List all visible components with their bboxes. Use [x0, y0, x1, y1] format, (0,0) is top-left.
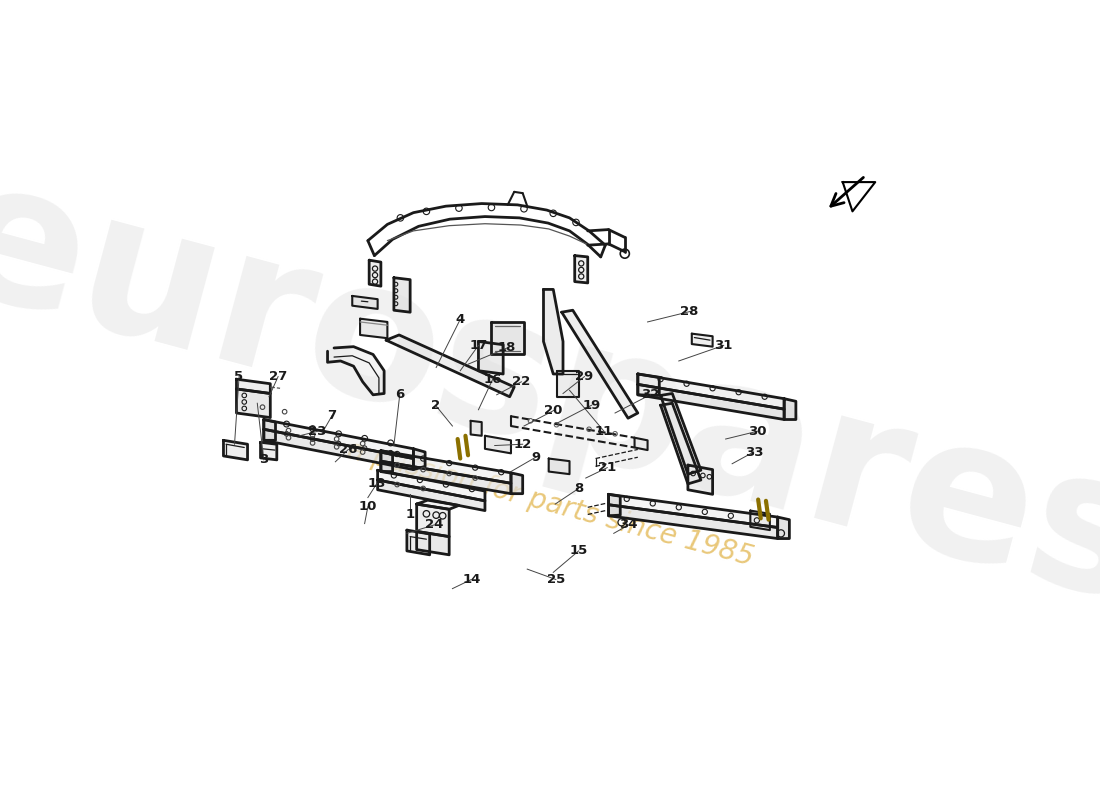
Polygon shape: [543, 290, 563, 374]
Text: 7: 7: [327, 409, 337, 422]
Text: 18: 18: [498, 342, 516, 354]
Text: 2: 2: [431, 398, 440, 412]
Polygon shape: [381, 450, 393, 471]
Polygon shape: [557, 370, 580, 397]
Text: eurospares: eurospares: [0, 143, 1100, 643]
Text: 17: 17: [470, 339, 487, 352]
Text: 26: 26: [339, 443, 358, 456]
Polygon shape: [360, 318, 387, 338]
Polygon shape: [236, 389, 271, 418]
Text: 25: 25: [547, 573, 564, 586]
Polygon shape: [471, 421, 482, 436]
Text: 33: 33: [745, 446, 763, 458]
Text: 8: 8: [574, 482, 583, 495]
Polygon shape: [512, 473, 522, 494]
Text: 11: 11: [594, 425, 613, 438]
Text: 19: 19: [582, 398, 601, 412]
Polygon shape: [661, 394, 701, 474]
Text: 6: 6: [395, 388, 405, 402]
Text: 13: 13: [367, 477, 386, 490]
Text: 28: 28: [680, 305, 698, 318]
Polygon shape: [223, 440, 248, 460]
Text: 10: 10: [359, 500, 376, 513]
Polygon shape: [608, 505, 778, 538]
Text: 15: 15: [570, 545, 587, 558]
Text: 31: 31: [714, 339, 733, 352]
Text: 29: 29: [575, 370, 594, 383]
Polygon shape: [485, 436, 512, 454]
Polygon shape: [264, 419, 275, 440]
Text: 12: 12: [514, 438, 532, 450]
Text: 24: 24: [425, 518, 443, 531]
Text: 9: 9: [531, 450, 540, 464]
Polygon shape: [784, 398, 796, 419]
Polygon shape: [549, 458, 570, 474]
Text: 27: 27: [270, 370, 287, 383]
Polygon shape: [638, 374, 784, 409]
Polygon shape: [608, 494, 620, 516]
Polygon shape: [638, 374, 659, 395]
Polygon shape: [381, 450, 512, 483]
Polygon shape: [352, 296, 377, 309]
Text: 22: 22: [513, 375, 530, 388]
Polygon shape: [417, 531, 449, 555]
Polygon shape: [562, 310, 638, 418]
Polygon shape: [264, 419, 414, 458]
Polygon shape: [407, 530, 430, 555]
Polygon shape: [574, 255, 587, 283]
Polygon shape: [261, 442, 277, 460]
Polygon shape: [328, 346, 384, 394]
Polygon shape: [778, 517, 790, 538]
Text: 34: 34: [619, 518, 638, 531]
Polygon shape: [608, 494, 778, 527]
Polygon shape: [386, 335, 514, 397]
Text: 4: 4: [455, 313, 465, 326]
Polygon shape: [661, 403, 701, 484]
Polygon shape: [492, 322, 524, 354]
Polygon shape: [417, 500, 459, 510]
Polygon shape: [394, 278, 410, 312]
Text: a passion for parts since 1985: a passion for parts since 1985: [343, 436, 757, 572]
Polygon shape: [377, 480, 485, 510]
Polygon shape: [264, 430, 414, 470]
Polygon shape: [692, 334, 713, 346]
Text: 20: 20: [544, 404, 563, 417]
Polygon shape: [414, 449, 425, 470]
Polygon shape: [417, 504, 449, 537]
Polygon shape: [236, 379, 271, 394]
Polygon shape: [638, 384, 784, 419]
Polygon shape: [478, 342, 503, 374]
Polygon shape: [688, 465, 713, 494]
Text: 21: 21: [598, 461, 616, 474]
Polygon shape: [635, 438, 648, 450]
Text: 3: 3: [260, 454, 268, 466]
Text: 30: 30: [748, 425, 767, 438]
Text: 23: 23: [308, 425, 327, 438]
Polygon shape: [750, 510, 770, 530]
Polygon shape: [370, 260, 381, 286]
Text: 1: 1: [406, 508, 415, 521]
Polygon shape: [381, 461, 512, 494]
Text: 5: 5: [234, 370, 243, 383]
Polygon shape: [377, 470, 485, 501]
Text: 32: 32: [641, 388, 659, 402]
Text: 14: 14: [462, 573, 481, 586]
Text: 16: 16: [484, 373, 502, 386]
